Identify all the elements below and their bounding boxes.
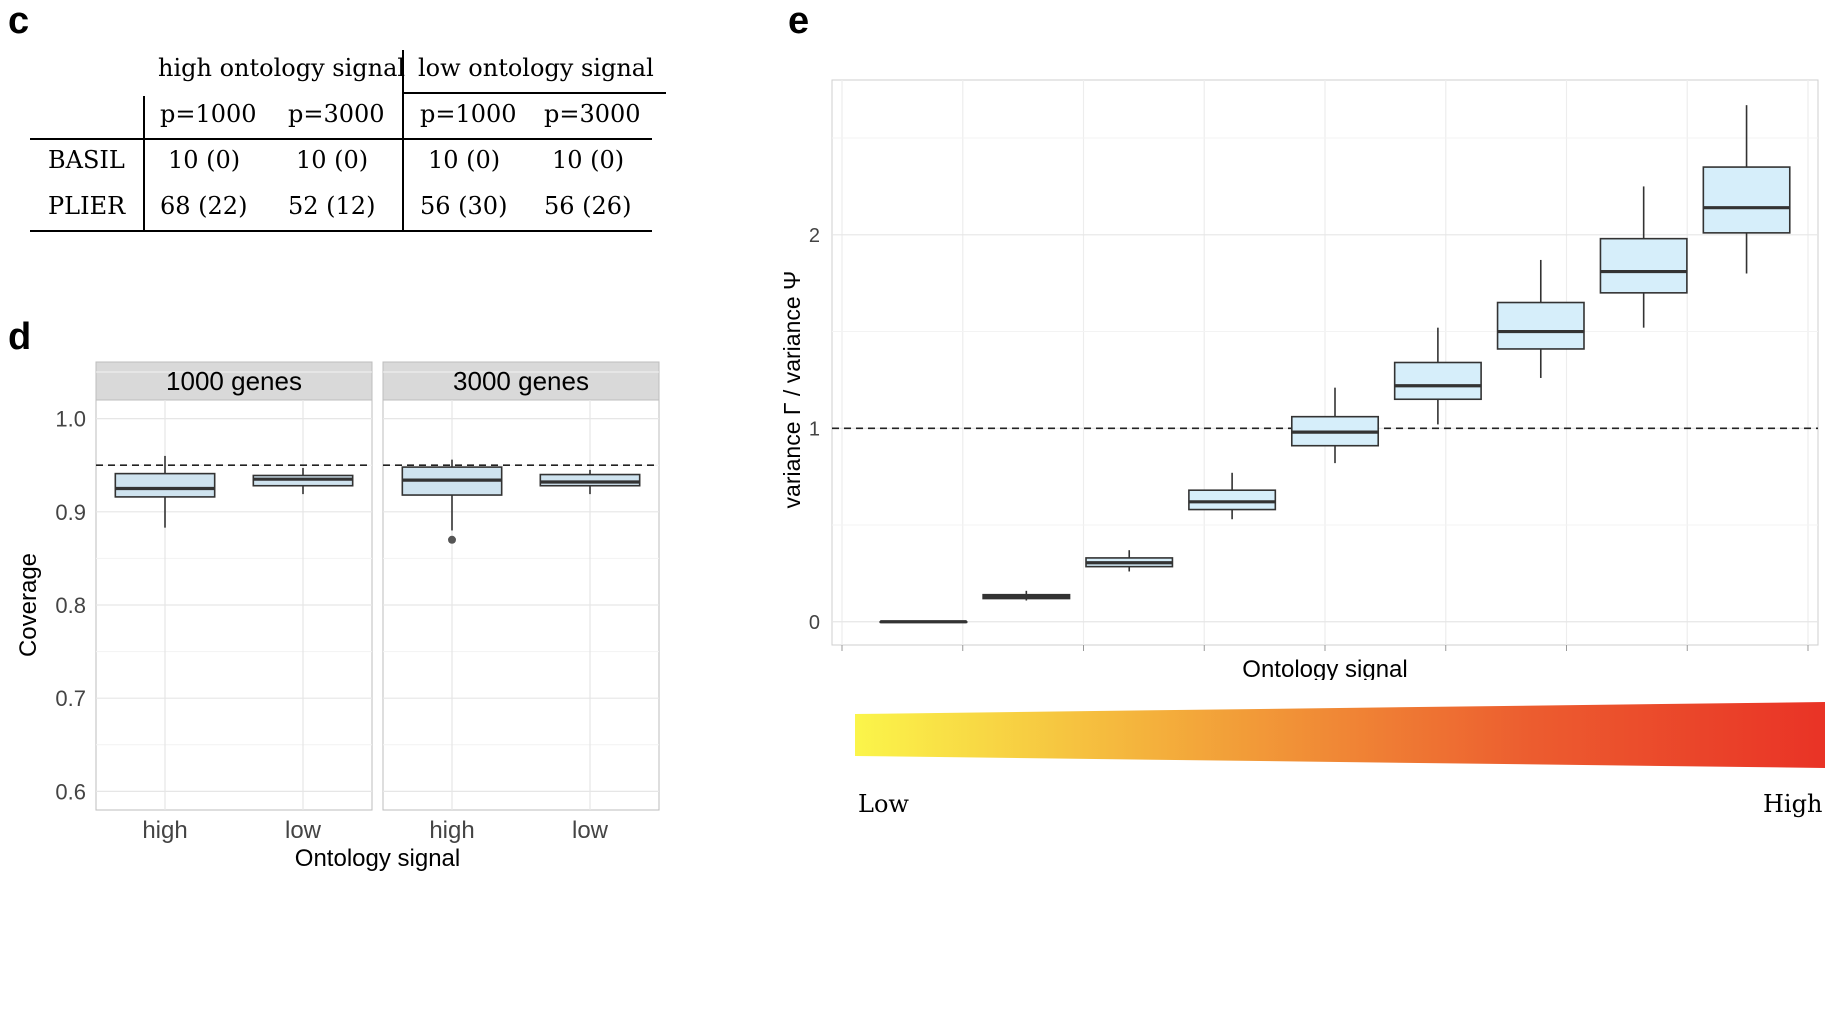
y-tick-label: 0.7 [55, 686, 86, 711]
y-tick-label: 2 [809, 225, 820, 247]
x-tick-label: high [142, 817, 187, 844]
table-rule [30, 230, 652, 232]
ratio-box [1393, 361, 1482, 401]
results-table: high ontology signal low ontology signal… [30, 48, 666, 238]
y-tick-label: 0.8 [55, 593, 86, 618]
x-axis-title: Ontology signal [1242, 656, 1407, 680]
x-tick-label: low [572, 817, 609, 844]
x-axis-title: Ontology signal [295, 845, 460, 872]
table-cell: 10 (0) [168, 146, 241, 174]
ratio-box [1599, 237, 1688, 294]
table-cell: 10 (0) [552, 146, 625, 174]
table-rule [402, 92, 666, 94]
ratio-box [1188, 489, 1277, 511]
coverage-box [114, 472, 216, 498]
coverage-outlier [448, 535, 456, 544]
table-rule [30, 138, 652, 140]
sub-header: p=3000 [544, 100, 641, 128]
facet-label-1000: 1000 genes [166, 366, 302, 396]
panel-label-e: e [788, 0, 810, 42]
group-header-high: high ontology signal [158, 54, 406, 82]
panel-label-d: d [8, 316, 32, 358]
group-header-low: low ontology signal [418, 54, 654, 82]
table-cell: 68 (22) [160, 192, 248, 220]
row-label-basil: BASIL [48, 146, 125, 174]
y-tick-label: 0.9 [55, 500, 86, 525]
x-tick-label: low [285, 817, 322, 844]
facet-label-3000: 3000 genes [453, 366, 589, 396]
table-cell: 56 (26) [544, 192, 632, 220]
y-tick-label: 1 [809, 418, 820, 440]
gradient-low-label: Low [858, 790, 909, 818]
sub-header: p=3000 [288, 100, 385, 128]
table-rule [402, 50, 404, 232]
x-tick-label: high [429, 817, 474, 844]
table-cell: 10 (0) [296, 146, 369, 174]
y-tick-label: 1.0 [55, 407, 86, 432]
y-axis-title: Coverage [15, 553, 42, 657]
y-tick-label: 0.6 [55, 779, 86, 804]
table-cell: 56 (30) [420, 192, 508, 220]
gradient-wedge [855, 702, 1825, 768]
y-axis-title: variance Γ / variance Ψ [780, 271, 805, 509]
table-cell: 10 (0) [428, 146, 501, 174]
sub-header: p=1000 [160, 100, 257, 128]
table-rule [143, 96, 145, 232]
coverage-chart: high low high low 0.6 0.7 0.8 0.9 1.0 1000 genes… [15, 361, 660, 872]
coverage-box [539, 473, 641, 487]
facet-strip [382, 361, 660, 401]
row-label-plier: PLIER [48, 192, 126, 220]
sub-header: p=1000 [420, 100, 517, 128]
panel-label-c: c [8, 0, 30, 42]
ontology-signal-gradient [855, 702, 1825, 768]
table-cell: 52 (12) [288, 192, 376, 220]
gradient-high-label: High [1763, 790, 1823, 818]
y-tick-label: 0 [809, 612, 820, 634]
facet-strip [95, 361, 373, 401]
ratio-box [1702, 166, 1791, 234]
variance-ratio-chart: 0 1 2 variance Γ / variance Ψ Ontology sig… [780, 79, 1819, 680]
ratio-box [1496, 301, 1585, 350]
